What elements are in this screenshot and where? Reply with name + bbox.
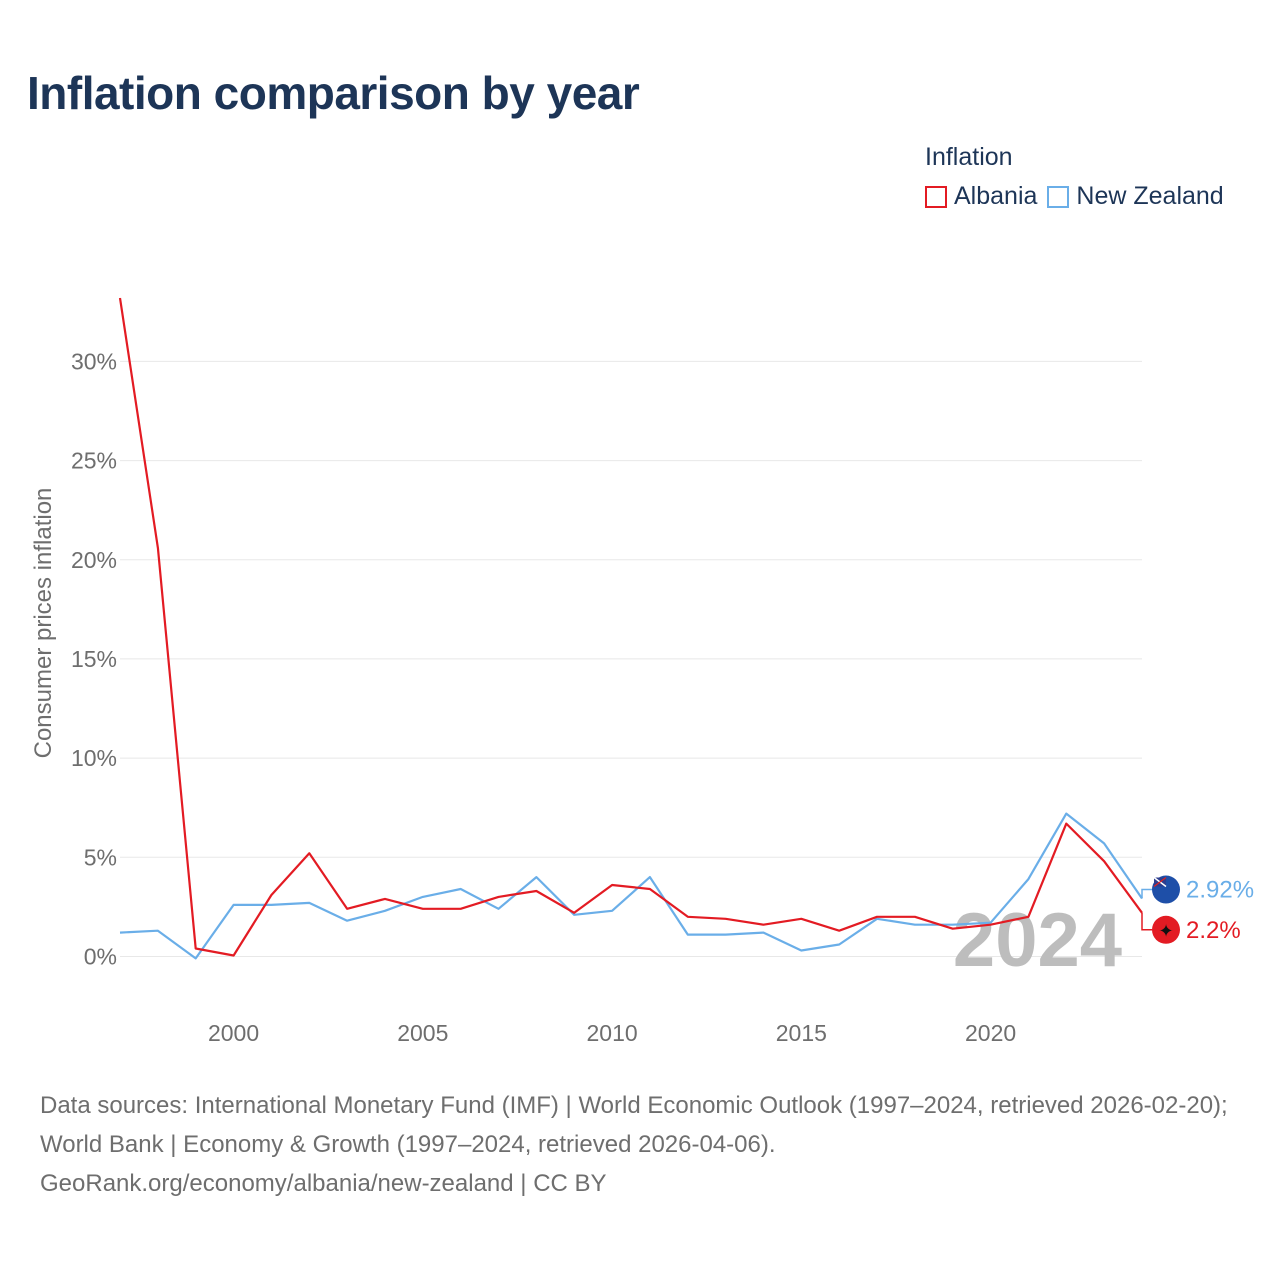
legend-label-new-zealand: New Zealand	[1076, 182, 1224, 210]
eagle-icon: ✦	[1158, 921, 1173, 941]
series-lines	[118, 297, 1143, 960]
y-tick-label: 10%	[71, 745, 117, 771]
legend-label-albania: Albania	[954, 182, 1038, 210]
end-markers: ✦ 2.2% 2.92%	[1141, 875, 1254, 944]
legend-item-new-zealand[interactable]: New Zealand	[1047, 182, 1224, 211]
chart-title: Inflation comparison by year	[27, 67, 640, 119]
year-annotation: 2024	[953, 898, 1122, 983]
albania-flag-icon	[1152, 915, 1180, 944]
union-jack-cross	[1153, 877, 1167, 888]
x-tick-label: 2020	[965, 1020, 1016, 1046]
legend: Inflation Albania New Zealand	[925, 143, 1224, 211]
legend-item-albania[interactable]: Albania	[925, 182, 1037, 211]
y-tick-label: 15%	[71, 646, 117, 672]
legend-title: Inflation	[925, 143, 1013, 171]
end-label-albania: 2.2%	[1186, 917, 1241, 944]
legend-swatch-new-zealand	[1047, 185, 1070, 208]
x-tick-label: 2010	[586, 1020, 637, 1046]
grid-lines	[120, 360, 1142, 957]
y-tick-label: 20%	[71, 547, 117, 573]
y-tick-label: 5%	[84, 844, 117, 870]
y-tick-label: 25%	[71, 448, 117, 474]
source-line-2: GeoRank.org/economy/albania/new-zealand …	[40, 1170, 607, 1197]
source-note: Data sources: International Monetary Fun…	[40, 1086, 1250, 1203]
y-tick-label: 0%	[84, 943, 117, 969]
x-tick-label: 2000	[208, 1020, 259, 1046]
end-label-new-zealand: 2.92%	[1186, 877, 1254, 904]
series-line-new-zealand[interactable]	[119, 812, 1143, 960]
y-tick-label: 30%	[71, 348, 117, 374]
source-line-1: Data sources: International Monetary Fun…	[40, 1092, 1228, 1158]
x-tick-label: 2005	[397, 1020, 448, 1046]
x-axis-ticks: 2000 2005 2010 2015 2020	[208, 1020, 1016, 1046]
x-tick-label: 2015	[776, 1020, 827, 1046]
line-chart: 2024 0% 5% 10% 15% 20% 25% 30% 2000 2005 2010 201…	[30, 297, 1254, 1046]
series-line-albania[interactable]	[118, 297, 1143, 957]
y-axis-ticks: 0% 5% 10% 15% 20% 25% 30%	[71, 348, 117, 969]
legend-swatch-albania	[925, 185, 947, 208]
y-axis-label: Consumer prices inflation	[30, 488, 57, 759]
leader-line-albania	[1141, 912, 1152, 931]
leader-line-new-zealand	[1141, 888, 1152, 899]
